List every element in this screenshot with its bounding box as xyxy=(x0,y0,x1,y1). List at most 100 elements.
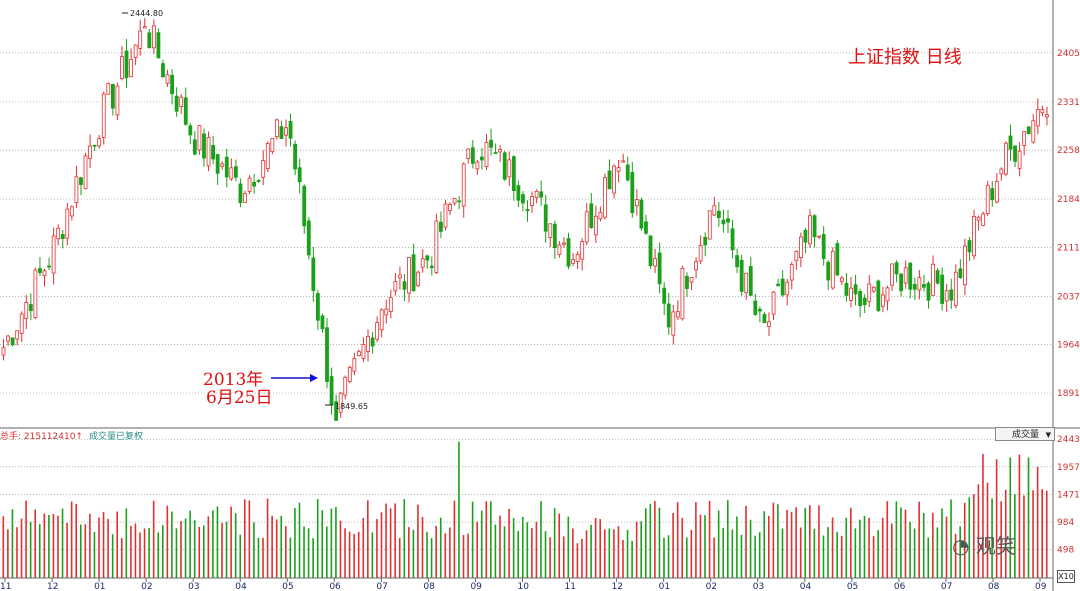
candle-body xyxy=(703,236,708,246)
candle-body xyxy=(675,311,680,318)
volume-bar xyxy=(572,528,574,578)
date-tick-label: 05 xyxy=(282,582,293,591)
volume-bar xyxy=(654,501,656,578)
candle-body xyxy=(785,281,790,296)
candle-body xyxy=(885,287,890,302)
volume-bar xyxy=(795,507,797,578)
volume-bar xyxy=(549,537,551,578)
candle-body xyxy=(694,261,698,271)
volume-bar xyxy=(326,526,328,578)
candle-body xyxy=(803,229,808,243)
candle-body xyxy=(817,235,822,238)
candle-body xyxy=(6,335,10,342)
volume-bar xyxy=(221,522,223,578)
date-tick-label: 01 xyxy=(659,582,670,591)
volume-bar xyxy=(467,533,469,578)
candle-body xyxy=(972,216,976,257)
volume-bar xyxy=(950,499,952,578)
candle-body xyxy=(967,240,972,253)
candle-body xyxy=(457,200,462,203)
watermark-text: 观笑 xyxy=(975,534,1016,558)
volume-bar xyxy=(868,517,870,578)
volume-bar xyxy=(193,520,196,578)
candle-body xyxy=(657,252,662,285)
volume-bar xyxy=(685,537,688,578)
volume-bar xyxy=(1036,466,1039,578)
candle-body xyxy=(584,211,589,243)
date-tick-label: 03 xyxy=(188,582,199,591)
volume-tick-label: 984 xyxy=(1057,518,1074,528)
candle-body xyxy=(28,304,33,312)
candle-body xyxy=(881,294,885,307)
candle-body xyxy=(306,220,311,256)
candle-body xyxy=(958,268,963,278)
volume-bar xyxy=(963,502,966,578)
candle-body xyxy=(215,154,220,174)
candle-body xyxy=(42,270,47,276)
volume-bar xyxy=(690,529,693,578)
volume-bar xyxy=(412,529,415,578)
volume-bar xyxy=(1000,501,1002,578)
volume-bar xyxy=(767,515,770,578)
candle-body xyxy=(507,159,512,178)
candle-body xyxy=(425,255,430,261)
volume-bar xyxy=(854,528,857,578)
candle-body xyxy=(849,287,853,301)
candle-body xyxy=(170,74,174,95)
candle-body xyxy=(274,119,279,138)
candle-body xyxy=(65,208,70,239)
candle-body xyxy=(429,265,434,268)
volume-bar xyxy=(799,527,802,578)
volume-bar xyxy=(102,511,105,578)
candle-body xyxy=(375,322,380,340)
volume-bar xyxy=(120,538,123,578)
volume-bar xyxy=(745,505,747,578)
price-tick-label: 2258 xyxy=(1057,146,1080,156)
volume-bar xyxy=(877,530,879,578)
candle-body xyxy=(552,223,557,249)
volume-bar xyxy=(891,523,893,578)
candle-body xyxy=(361,344,366,359)
candle-body xyxy=(862,297,867,306)
candle-body xyxy=(320,315,325,330)
candle-body xyxy=(47,265,51,268)
volume-bar xyxy=(909,521,911,578)
volume-bar xyxy=(649,503,652,578)
price-tick-label: 2037 xyxy=(1057,292,1080,302)
volume-bar xyxy=(403,499,406,578)
volume-indicator-dropdown[interactable]: 成交量 ▼ xyxy=(995,427,1055,441)
volume-bar xyxy=(107,518,109,578)
volume-bar xyxy=(335,506,337,578)
volume-bar xyxy=(531,528,533,578)
candle-body xyxy=(252,181,257,187)
candle-body xyxy=(502,152,507,180)
date-tick-label: 02 xyxy=(706,582,717,591)
candle-body xyxy=(685,275,689,289)
volume-bar xyxy=(357,531,360,578)
price-grid xyxy=(0,52,1053,394)
candle-body xyxy=(179,96,184,108)
candle-body xyxy=(648,235,653,267)
volume-bar xyxy=(995,459,998,578)
volume-bar xyxy=(52,514,55,578)
date-tick-label: 02 xyxy=(141,582,152,591)
candle-body xyxy=(279,126,284,139)
volume-bar xyxy=(1023,495,1025,578)
volume-bar xyxy=(485,501,488,578)
candle-body xyxy=(858,291,863,306)
volume-bar xyxy=(376,519,378,578)
volume-bar xyxy=(758,532,761,578)
volume-bar xyxy=(927,537,930,578)
candle-body xyxy=(899,273,904,292)
candle-body xyxy=(748,266,753,296)
volume-axis-ticks: 2443 1957 1471 984 498 xyxy=(1057,435,1080,555)
volume-bar xyxy=(171,511,173,578)
candle-body xyxy=(56,227,61,240)
candle-body xyxy=(79,177,83,185)
volume-bar xyxy=(134,523,137,578)
volume-bar xyxy=(827,527,829,578)
candle-body xyxy=(539,191,544,198)
volume-bar xyxy=(822,535,825,578)
candle-body xyxy=(88,145,92,159)
volume-bar xyxy=(453,500,456,578)
